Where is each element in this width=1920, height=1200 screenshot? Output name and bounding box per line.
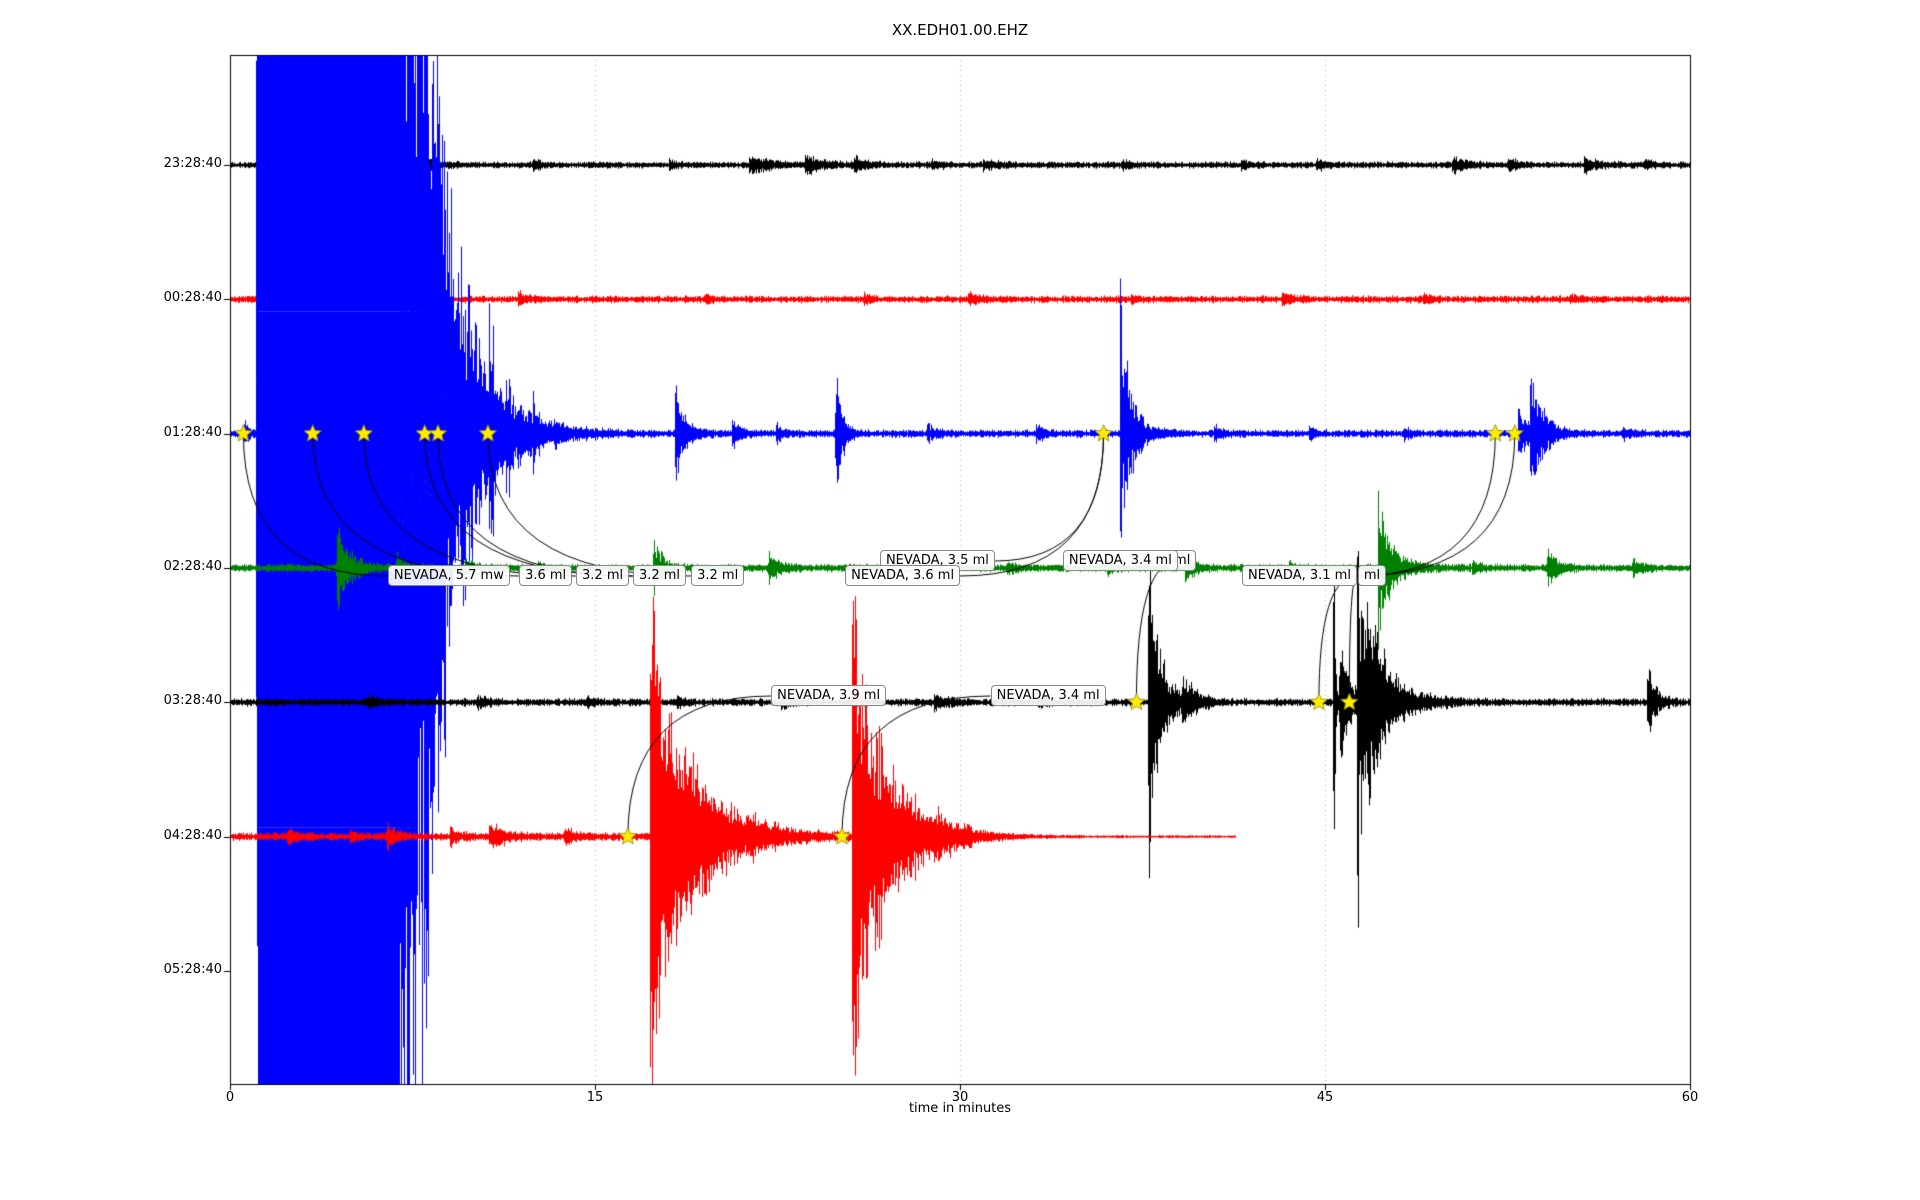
x-tick-label: 60 xyxy=(1681,1090,1699,1105)
event-label: NEVADA, 5.7 mw xyxy=(387,565,510,586)
x-axis-label: time in minutes xyxy=(908,1101,1012,1116)
x-tick-label: 0 xyxy=(225,1090,235,1105)
event-label: NEVADA, 3.6 ml xyxy=(845,565,961,586)
x-tick-label: 15 xyxy=(586,1090,604,1105)
event-label: NEVADA, 3.1 ml xyxy=(1242,565,1357,586)
event-label: 3.2 ml xyxy=(576,565,630,586)
y-tick-label: 01:28:40 xyxy=(163,424,222,440)
chart-title: XX.EDH01.00.EHZ xyxy=(891,21,1029,39)
event-label: ml xyxy=(1357,565,1387,586)
event-label: 3.2 ml xyxy=(632,565,687,586)
event-label: NEVADA, 3.4 ml xyxy=(990,685,1106,706)
x-tick-label: 30 xyxy=(951,1090,969,1105)
y-tick-label: 23:28:40 xyxy=(163,156,222,171)
y-tick-label: 02:28:40 xyxy=(163,558,222,574)
x-tick-label: 45 xyxy=(1316,1090,1334,1105)
y-tick-label: 03:28:40 xyxy=(163,693,222,709)
y-tick-label: 00:28:40 xyxy=(163,290,222,306)
event-label: 3.6 ml xyxy=(519,565,573,586)
event-label: 3.2 ml xyxy=(691,565,745,586)
event-label: NEVADA, 3.9 ml xyxy=(771,685,887,706)
y-tick-label: 05:28:40 xyxy=(163,961,222,977)
event-label: NEVADA, 3.4 ml xyxy=(1062,550,1178,571)
y-tick-label: 04:28:40 xyxy=(163,827,222,843)
